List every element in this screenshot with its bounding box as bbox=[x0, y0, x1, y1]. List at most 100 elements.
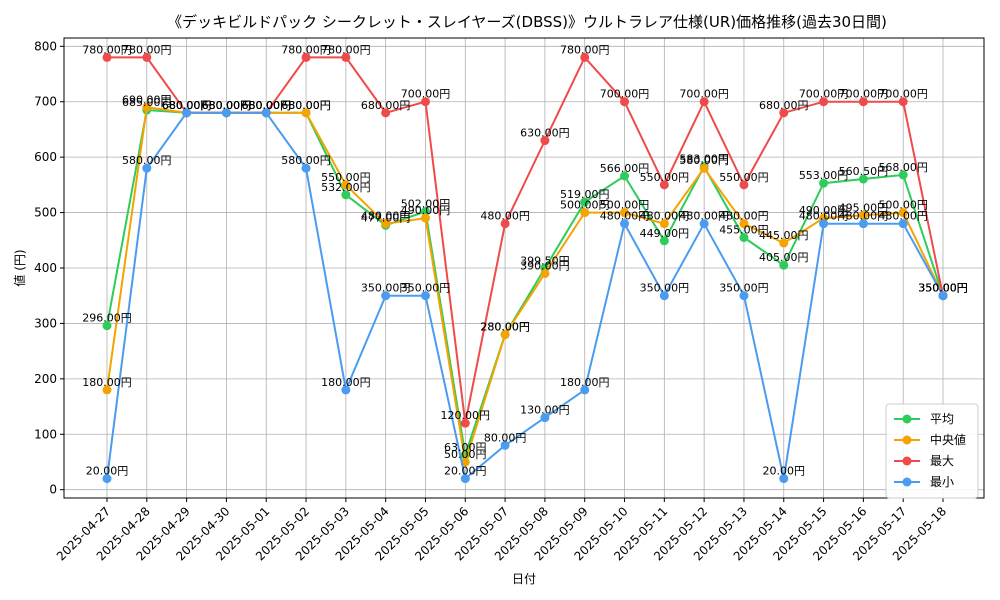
data-label: 480.00円 bbox=[719, 210, 769, 223]
data-point bbox=[301, 163, 311, 173]
data-label: 500.00円 bbox=[560, 199, 610, 212]
legend-box bbox=[885, 403, 979, 499]
data-point bbox=[102, 52, 112, 62]
data-label: 480.00円 bbox=[361, 210, 411, 223]
data-point bbox=[898, 219, 908, 229]
data-point bbox=[938, 291, 948, 301]
data-point bbox=[858, 97, 868, 107]
y-tick-label: 700 bbox=[34, 95, 57, 109]
data-point bbox=[500, 219, 510, 229]
data-point bbox=[341, 180, 351, 190]
data-label: 350.00円 bbox=[918, 282, 968, 295]
data-point bbox=[858, 210, 868, 220]
series-line bbox=[106, 111, 944, 481]
legend-label: 最大 bbox=[930, 454, 954, 468]
data-label: 780.00円 bbox=[82, 43, 132, 56]
data-point bbox=[858, 174, 868, 184]
data-point bbox=[659, 180, 669, 190]
data-point bbox=[858, 219, 868, 229]
data-point bbox=[620, 171, 630, 181]
data-label: 680.00円 bbox=[162, 99, 212, 112]
data-label: 630.00円 bbox=[520, 127, 570, 140]
y-tick-label: 600 bbox=[34, 150, 57, 164]
legend-swatch-marker bbox=[902, 435, 912, 445]
data-label: 350.00円 bbox=[719, 282, 769, 295]
legend-swatch-marker bbox=[902, 477, 912, 487]
data-point bbox=[102, 321, 112, 331]
data-label: 50.00円 bbox=[444, 448, 487, 461]
data-label: 532.00円 bbox=[321, 181, 371, 194]
data-label: 519.00円 bbox=[560, 188, 610, 201]
data-label: 680.00円 bbox=[202, 99, 252, 112]
data-label: 680.00円 bbox=[202, 99, 252, 112]
data-point bbox=[381, 219, 391, 229]
data-label: 120.00円 bbox=[441, 409, 491, 422]
data-point bbox=[819, 219, 829, 229]
data-label: 550.00円 bbox=[321, 171, 371, 184]
data-point bbox=[739, 219, 749, 229]
data-point bbox=[540, 413, 550, 423]
data-point bbox=[460, 418, 470, 428]
data-point bbox=[659, 291, 669, 301]
data-point bbox=[420, 206, 430, 216]
data-point bbox=[341, 385, 351, 395]
data-label: 405.00円 bbox=[759, 251, 809, 264]
data-label: 680.00円 bbox=[281, 99, 331, 112]
data-label: 80.00円 bbox=[484, 431, 527, 444]
data-point bbox=[142, 163, 152, 173]
legend-label: 最小 bbox=[930, 475, 954, 489]
data-point bbox=[420, 97, 430, 107]
data-label: 350.00円 bbox=[361, 282, 411, 295]
data-label: 445.00円 bbox=[759, 229, 809, 242]
data-label: 680.00円 bbox=[361, 99, 411, 112]
data-point bbox=[779, 260, 789, 270]
data-point bbox=[540, 136, 550, 146]
data-label: 580.00円 bbox=[281, 154, 331, 167]
x-axis: 2025-04-272025-04-282025-04-292025-04-30… bbox=[54, 498, 949, 563]
data-label: 480.00円 bbox=[839, 210, 889, 223]
data-label: 350.00円 bbox=[918, 282, 968, 295]
data-point bbox=[381, 291, 391, 301]
data-point bbox=[540, 269, 550, 279]
data-label: 780.00円 bbox=[560, 43, 610, 56]
data-point bbox=[102, 474, 112, 484]
data-label: 20.00円 bbox=[763, 465, 806, 478]
data-point bbox=[301, 108, 311, 118]
data-label: 553.00円 bbox=[799, 169, 849, 182]
data-label: 350.00円 bbox=[918, 282, 968, 295]
y-tick-label: 800 bbox=[34, 39, 57, 53]
data-point bbox=[620, 97, 630, 107]
data-label: 568.00円 bbox=[878, 161, 928, 174]
data-point bbox=[898, 170, 908, 180]
data-point bbox=[301, 52, 311, 62]
data-label: 20.00円 bbox=[444, 465, 487, 478]
data-label: 390.00円 bbox=[520, 260, 570, 273]
data-label: 680.00円 bbox=[281, 99, 331, 112]
data-label: 296.00円 bbox=[82, 312, 132, 325]
data-label: 280.00円 bbox=[480, 321, 530, 334]
data-label: 680.00円 bbox=[202, 99, 252, 112]
y-tick-label: 300 bbox=[34, 316, 57, 330]
data-label: 700.00円 bbox=[600, 88, 650, 101]
data-label: 700.00円 bbox=[401, 88, 451, 101]
data-point bbox=[659, 236, 669, 246]
data-label: 480.00円 bbox=[640, 210, 690, 223]
data-point bbox=[739, 180, 749, 190]
y-axis: 0 100 200 300 400 500 600 700 800 bbox=[34, 39, 64, 497]
data-point bbox=[102, 385, 112, 395]
data-point bbox=[779, 474, 789, 484]
x-axis-label: 日付 bbox=[512, 572, 536, 586]
data-label: 180.00円 bbox=[82, 376, 132, 389]
data-point bbox=[460, 474, 470, 484]
data-label: 350.00円 bbox=[401, 282, 451, 295]
legend-swatch-marker bbox=[902, 456, 912, 466]
data-point bbox=[620, 219, 630, 229]
data-point bbox=[381, 108, 391, 118]
data-point bbox=[261, 108, 271, 118]
data-point bbox=[580, 197, 590, 207]
data-label: 480.00円 bbox=[878, 210, 928, 223]
data-label: 580.00円 bbox=[679, 154, 729, 167]
data-label: 490.00円 bbox=[401, 204, 451, 217]
data-label: 130.00円 bbox=[520, 404, 570, 417]
